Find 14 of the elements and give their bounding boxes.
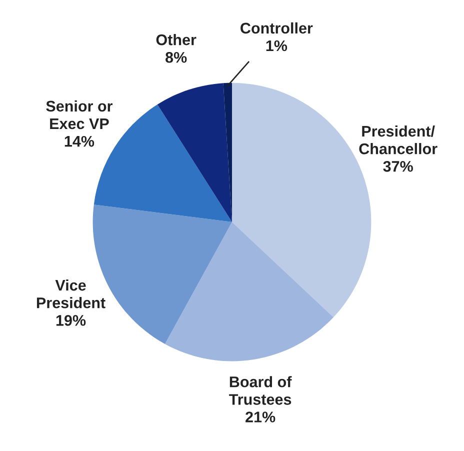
slice-label: Senior or Exec VP [46, 100, 113, 130]
slice-label: Board of Trustees [229, 376, 292, 405]
slice-label: Controller [240, 22, 313, 34]
slice-label: Other [156, 34, 196, 46]
data-label: 8% [166, 52, 187, 63]
data-label: 19% [56, 315, 86, 326]
slice-label: President/ Chancellor [359, 125, 438, 154]
slice-label: Vice President [36, 279, 106, 308]
data-label: 14% [64, 136, 94, 147]
data-label: 1% [266, 40, 288, 52]
pie-slice [164, 222, 334, 362]
data-label: 37% [383, 161, 413, 172]
pie-slice [157, 83, 232, 222]
data-label: 21% [246, 412, 276, 422]
